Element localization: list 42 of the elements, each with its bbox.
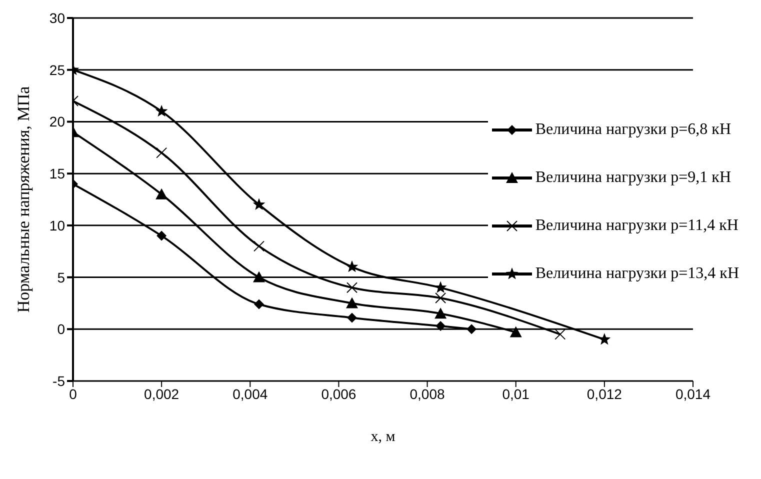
point xyxy=(435,292,446,304)
x-tick-label: 0,014 xyxy=(675,386,711,402)
y-tick-label: 15 xyxy=(49,166,66,182)
y-tick-label: 30 xyxy=(49,10,66,26)
point xyxy=(436,321,446,332)
point xyxy=(156,147,168,158)
y-tick-label: 5 xyxy=(57,269,66,286)
y-axis-title: Нормальные напряжения, МПа xyxy=(14,86,34,313)
point xyxy=(598,333,611,345)
y-tick-label: 0 xyxy=(57,321,66,338)
point xyxy=(252,198,266,210)
legend-label: Величина нагрузки p=13,4 кН xyxy=(535,265,739,283)
point xyxy=(156,188,168,200)
point xyxy=(254,299,264,310)
y-tick-label: 25 xyxy=(49,62,66,78)
point xyxy=(254,240,264,252)
y-tick-label: 10 xyxy=(49,217,66,234)
point xyxy=(156,230,167,241)
point xyxy=(466,324,477,334)
point xyxy=(434,281,447,293)
x-tick-label: 0,008 xyxy=(410,386,446,402)
x-tick-label: 0,004 xyxy=(232,386,268,402)
point xyxy=(253,271,265,282)
y-tick-label: 20 xyxy=(49,114,66,130)
point xyxy=(434,308,447,319)
x-tick-label: 0 xyxy=(69,386,78,402)
point xyxy=(155,104,168,117)
x-tick-label: 0,01 xyxy=(502,386,530,402)
point xyxy=(346,297,358,308)
x-tick-label: 0,012 xyxy=(586,386,622,402)
y-tick-label: -5 xyxy=(52,372,66,389)
point xyxy=(346,282,358,294)
x-tick-label: 0,006 xyxy=(321,386,356,402)
point xyxy=(346,260,358,272)
legend-label: Величина нагрузки p=9,1 кН xyxy=(535,169,731,187)
legend-label: Величина нагрузки p=11,4 кН xyxy=(535,217,738,235)
point xyxy=(347,312,357,323)
point xyxy=(554,328,566,340)
x-axis-title: x, м xyxy=(370,429,396,445)
legend-label: Величина нагрузки p=6,8 кН xyxy=(535,121,731,139)
x-tick-label: 0,002 xyxy=(144,386,180,402)
point xyxy=(510,326,522,338)
